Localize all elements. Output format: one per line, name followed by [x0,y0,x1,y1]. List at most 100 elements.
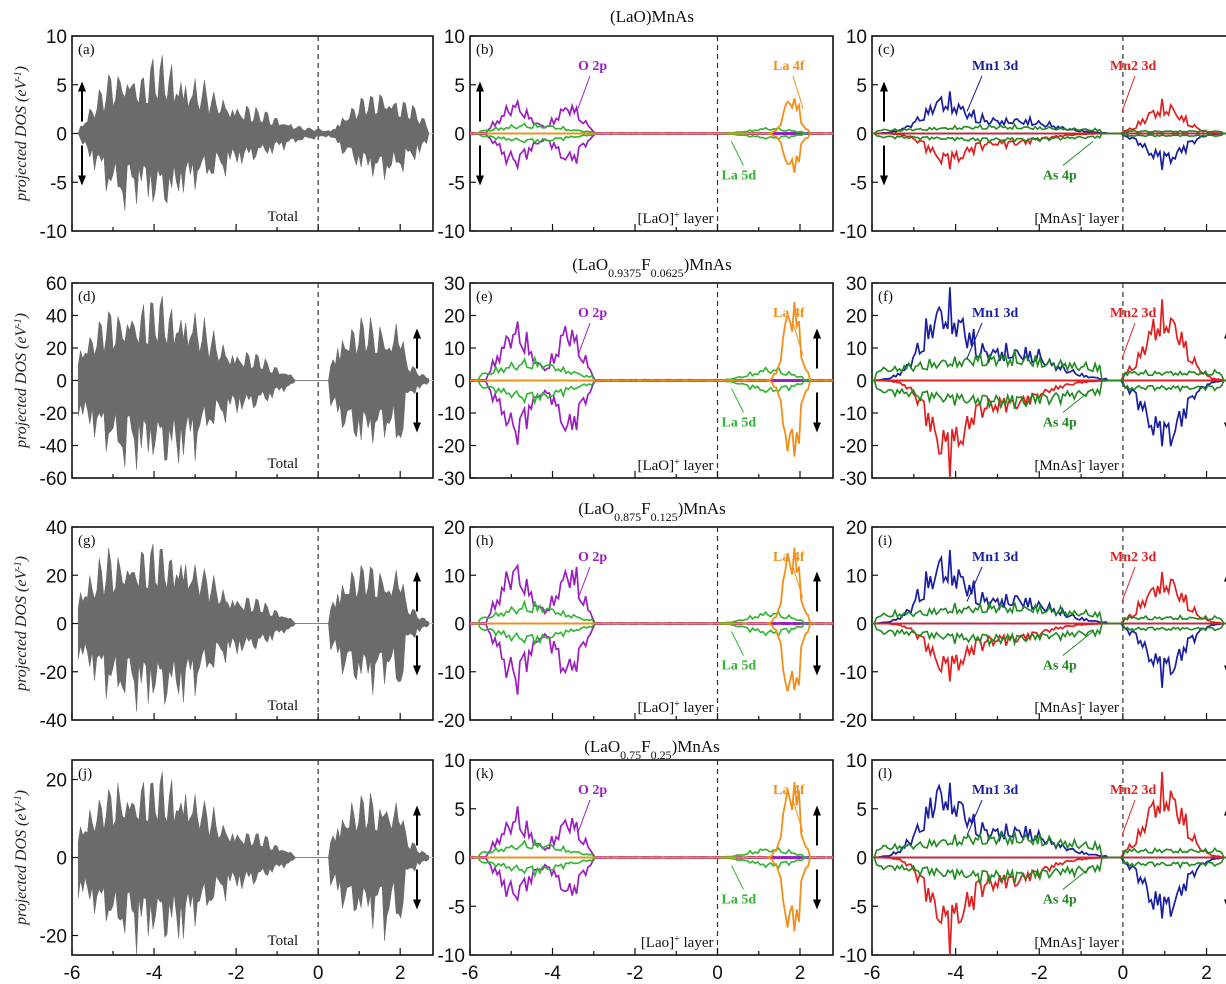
y-tick-label: -5 [448,173,465,194]
spin-up-arrowhead [880,81,888,92]
mnas-layer-label: [MnAs]- layer [1034,457,1119,475]
spin-down-arrowhead [413,422,421,433]
panel-label: (j) [78,766,92,782]
panel-label: (d) [78,289,96,305]
la-5d-spin-up-curve [470,354,833,382]
x-tick-label: -4 [544,963,561,984]
panel-label: (l) [878,766,892,782]
spin-down-arrowhead [413,899,421,910]
laO-layer-label: [LaO]+ layer [637,210,713,228]
spin-up-arrowhead [813,328,821,339]
y-tick-label: -20 [40,404,67,425]
la-4f-leader [792,322,804,356]
x-tick-label: 2 [395,963,406,984]
panel-label: (e) [476,289,493,305]
la-4f-leader [792,75,804,109]
x-tick-label: -2 [228,963,245,984]
mn2-3d-leader [1121,75,1136,112]
y-tick-label: 10 [846,27,867,48]
y-tick-label: -20 [40,663,67,684]
spin-up-arrowhead [413,571,421,582]
y-tick-label: -10 [840,663,867,684]
total-label: Total [268,209,299,225]
mnas-layer-label: [MnAs]- layer [1034,699,1119,717]
as-4p-leader [1062,865,1094,890]
y-tick-label: 20 [46,566,67,587]
o-2p-spin-up-curve [469,563,834,624]
panel-label: (g) [78,533,96,549]
y-tick-label: -30 [438,469,465,490]
panel-label: (i) [878,533,892,549]
y-tick-label: 30 [846,274,867,295]
y-tick-label: 10 [444,339,465,360]
mn2-3d-label: Mn2 3d [1110,783,1157,798]
y-tick-label: 40 [46,307,67,328]
mn1-3d-spin-up-curve [872,782,1226,859]
mn1-3d-label: Mn1 3d [972,306,1019,321]
y-tick-label: -20 [438,711,465,732]
spin-up-arrowhead [413,805,421,816]
mn1-3d-label: Mn1 3d [972,550,1019,565]
y-axis-label: projected DOS (eV-1) [13,66,31,202]
panel-label: (k) [476,766,494,782]
composition-title: (LaO)MnAs [610,7,694,26]
la-5d-spin-down-curve [470,622,833,647]
y-tick-label: 20 [846,518,867,539]
mn2-3d-label: Mn2 3d [1110,306,1157,321]
as-4p-label: As 4p [1043,169,1077,184]
y-tick-label: -20 [438,437,465,458]
total-dos-area [77,54,430,211]
y-tick-label: -10 [438,222,465,243]
y-tick-label: 0 [856,849,867,870]
y-tick-label: 10 [444,751,465,772]
as-4p-spin-down-curve [872,856,1226,886]
mn1-3d-leader [966,799,983,836]
mn1-3d-leader [966,566,983,602]
y-tick-label: -60 [40,469,67,490]
o-2p-spin-down-curve [469,857,834,903]
y-tick-label: 30 [444,274,465,295]
o-2p-label: O 2p [578,59,607,74]
mn2-3d-spin-down-curve [872,622,1226,682]
spin-down-arrowhead [78,175,86,186]
x-tick-label: 0 [712,963,723,984]
as-4p-spin-down-curve [872,132,1226,144]
y-tick-label: -10 [40,222,67,243]
y-tick-label: 10 [444,27,465,48]
o-2p-label: O 2p [578,783,607,798]
as-4p-label: As 4p [1043,659,1077,674]
y-tick-label: -10 [438,946,465,967]
as-4p-label: As 4p [1043,893,1077,908]
x-tick-label: -2 [627,963,644,984]
mnas-layer-label: [MnAs]- layer [1034,210,1119,228]
y-tick-label: 10 [846,751,867,772]
y-tick-label: -10 [438,404,465,425]
la-4f-label: La 4f [773,59,805,74]
o-2p-leader [577,799,591,833]
mn2-3d-leader [1121,322,1136,359]
mn1-3d-label: Mn1 3d [972,783,1019,798]
mn2-3d-label: Mn2 3d [1110,550,1157,565]
y-tick-label: 10 [846,566,867,587]
spin-up-arrowhead [813,805,821,816]
panel-label: (c) [878,42,895,58]
y-tick-label: 5 [56,76,67,97]
panel-label: (f) [878,289,893,305]
spin-up-arrowhead [476,81,484,92]
spin-down-arrowhead [476,175,484,186]
panel-label: (b) [476,42,494,58]
spin-down-arrowhead [813,422,821,433]
y-tick-label: 0 [56,615,67,636]
mn1-3d-leader [966,322,983,359]
spin-down-arrowhead [813,899,821,910]
la-4f-spin-down-curve [470,622,833,692]
la-4f-leader [792,799,804,833]
x-tick-label: -4 [947,963,964,984]
y-tick-label: 60 [46,274,67,295]
mn2-3d-spin-down-curve [872,856,1226,956]
panel-label: (a) [78,42,95,58]
y-tick-label: 5 [454,76,465,97]
x-tick-label: 2 [795,963,806,984]
y-tick-label: 0 [454,849,465,870]
total-dos-area [77,543,430,712]
